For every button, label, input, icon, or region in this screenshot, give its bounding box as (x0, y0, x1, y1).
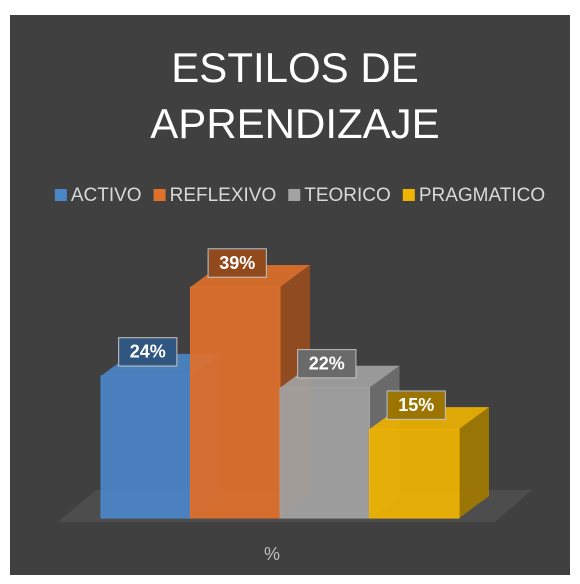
bar (100, 375, 191, 519)
chart-title: ESTILOS DE APRENDIZAJE (150, 44, 440, 147)
legend-label: PRAGMATICO (419, 185, 545, 206)
data-label-shade (208, 249, 267, 277)
data-label-box (297, 349, 357, 379)
data-label-text: 15% (398, 395, 434, 415)
data-label-shade (387, 391, 446, 420)
data-label-text: 39% (219, 253, 255, 273)
data-label-text: 24% (130, 342, 166, 362)
legend-swatch (153, 189, 166, 201)
bar-side-shade (459, 407, 489, 518)
legend-swatch (288, 189, 301, 201)
legend-label: TEORICO (304, 185, 391, 206)
data-label: 15% (386, 390, 446, 420)
bar-side (459, 407, 489, 518)
data-label-box (118, 337, 178, 367)
data-label-shade (118, 337, 177, 366)
title-container: ESTILOS DE APRENDIZAJE (150, 44, 440, 147)
legend-swatch (54, 189, 67, 201)
data-label-text: 22% (309, 353, 345, 373)
data-label: 22% (297, 349, 357, 379)
legend-label: ACTIVO (71, 185, 142, 206)
data-label-box (207, 248, 267, 278)
legend-label: REFLEXIVO (170, 185, 277, 206)
bar (279, 387, 370, 519)
data-label-box (386, 390, 446, 420)
x-tick-label: % (264, 544, 280, 564)
bar (369, 428, 460, 519)
data-label: 39% (207, 248, 267, 278)
data-label-shade (297, 349, 356, 378)
bar (190, 286, 281, 519)
data-label: 24% (118, 337, 178, 367)
legend-swatch (402, 189, 415, 201)
